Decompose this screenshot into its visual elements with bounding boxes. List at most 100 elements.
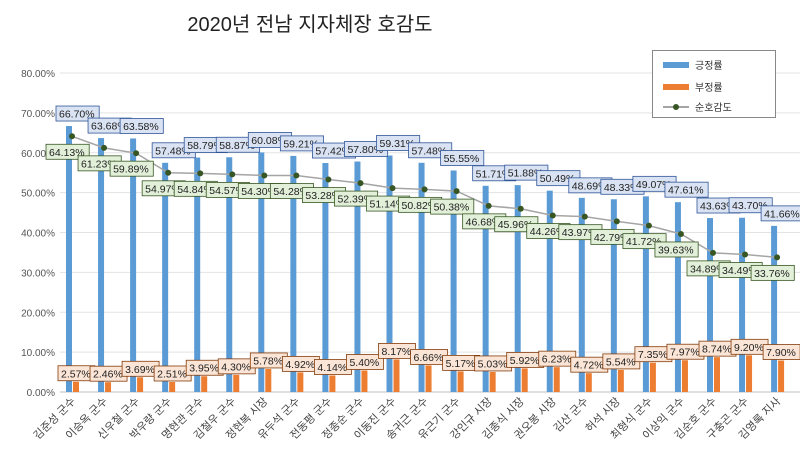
data-label-text: 41.66%	[764, 208, 800, 220]
data-label-text: 34.49%	[722, 265, 758, 277]
point-net	[101, 144, 108, 151]
data-label-text: 8.74%	[702, 344, 732, 356]
bar-negative	[681, 360, 688, 392]
data-label-text: 55.55%	[444, 153, 480, 165]
data-label-text: 5.17%	[446, 358, 476, 370]
data-label-negative: 6.23%	[538, 350, 577, 367]
bar-positive	[322, 163, 329, 392]
bar-negative	[233, 374, 240, 392]
data-label-text: 43.63%	[700, 201, 736, 213]
bar-positive	[226, 157, 233, 392]
data-label-text: 47.61%	[668, 185, 704, 197]
bar-negative	[425, 365, 432, 392]
bar-negative	[297, 372, 304, 392]
data-label-text: 54.30%	[241, 186, 277, 198]
data-label-text: 39.63%	[658, 244, 694, 256]
data-label-negative: 4.30%	[217, 358, 256, 375]
data-label-text: 50.82%	[402, 200, 438, 212]
bar-positive	[578, 197, 585, 392]
data-label-positive: 55.55%	[440, 150, 485, 166]
bar-negative	[649, 362, 656, 392]
data-label-negative: 2.57%	[57, 365, 96, 382]
data-label-text: 6.23%	[542, 354, 572, 366]
data-label-text: 9.20%	[734, 342, 764, 354]
point-net	[613, 218, 620, 225]
point-net	[165, 169, 172, 176]
data-label-positive: 47.61%	[664, 181, 709, 198]
data-label-net: 33.76%	[750, 264, 795, 281]
data-label-text: 44.26%	[530, 226, 566, 238]
bar-negative	[105, 382, 112, 392]
point-net	[69, 133, 75, 140]
data-label-positive: 66.70%	[55, 105, 100, 122]
legend-swatch-positive	[663, 61, 689, 68]
data-label-negative: 2.46%	[89, 365, 128, 382]
data-label-box	[750, 264, 795, 281]
point-net	[325, 176, 332, 183]
data-label-negative: 7.35%	[634, 346, 673, 363]
legend-item-net: 순호감도	[663, 99, 732, 114]
bar-negative	[746, 355, 753, 392]
bar-positive	[354, 161, 361, 392]
data-label-text: 4.14%	[317, 362, 347, 374]
data-label-box	[440, 150, 485, 166]
bar-positive	[258, 152, 265, 392]
point-net	[485, 202, 492, 209]
data-label-text: 5.40%	[349, 357, 379, 369]
legend-label: 부정률	[695, 83, 723, 94]
data-label-text: 4.72%	[574, 360, 604, 372]
data-label-net: 39.63%	[654, 241, 699, 258]
bar-positive	[546, 190, 553, 392]
data-label-negative: 8.74%	[698, 340, 737, 357]
data-label-negative: 7.97%	[666, 343, 705, 360]
data-label-text: 51.14%	[370, 199, 406, 211]
data-label-negative: 2.51%	[153, 365, 192, 382]
data-label-text: 7.35%	[638, 349, 668, 361]
legend-label: 긍정률	[695, 61, 723, 72]
data-label-negative: 4.92%	[281, 355, 320, 372]
data-label-text: 2.51%	[157, 368, 187, 380]
bar-negative	[265, 368, 272, 392]
data-label-text: 5.92%	[510, 355, 540, 367]
data-label-negative: 6.66%	[410, 349, 448, 365]
bar-positive	[98, 138, 105, 392]
bar-positive	[482, 185, 489, 392]
point-net	[197, 170, 204, 177]
data-label-text: 58.79%	[187, 140, 223, 152]
bar-negative	[361, 370, 368, 392]
data-label-text: 2.57%	[61, 368, 91, 380]
data-label-text: 54.57%	[209, 185, 245, 197]
data-label-positive: 63.58%	[119, 118, 164, 134]
point-net	[645, 222, 652, 229]
y-tick-label: 10.00%	[21, 348, 55, 359]
data-label-text: 41.72%	[626, 236, 662, 248]
data-label-text: 60.08%	[251, 135, 287, 147]
y-tick-label: 30.00%	[21, 268, 55, 279]
data-label-text: 66.70%	[59, 109, 95, 121]
data-label-text: 58.87%	[219, 140, 255, 152]
data-label-text: 53.28%	[305, 190, 341, 202]
bar-negative	[169, 381, 176, 392]
bar-negative	[201, 376, 208, 392]
data-label-negative: 9.20%	[730, 338, 769, 355]
bar-positive	[66, 126, 72, 392]
y-tick-label: 20.00%	[21, 308, 55, 319]
data-label-text: 51.88%	[508, 168, 544, 180]
data-label-text: 5.78%	[253, 355, 283, 367]
bar-positive	[450, 170, 457, 392]
point-net	[710, 249, 716, 256]
point-net	[389, 185, 396, 192]
data-label-negative: 5.54%	[602, 353, 641, 370]
point-net	[742, 251, 749, 258]
point-net	[517, 205, 524, 212]
data-label-text: 57.48%	[155, 145, 191, 157]
data-label-negative: 5.17%	[442, 354, 481, 371]
y-tick-label: 40.00%	[21, 229, 55, 240]
y-tick-label: 60.00%	[21, 149, 55, 160]
data-label-box	[654, 241, 699, 258]
data-label-net: 50.38%	[430, 198, 475, 215]
data-label-negative: 3.69%	[121, 360, 160, 377]
point-net	[293, 172, 300, 179]
data-label-negative: 5.92%	[506, 351, 545, 368]
data-label-text: 57.80%	[347, 144, 383, 156]
